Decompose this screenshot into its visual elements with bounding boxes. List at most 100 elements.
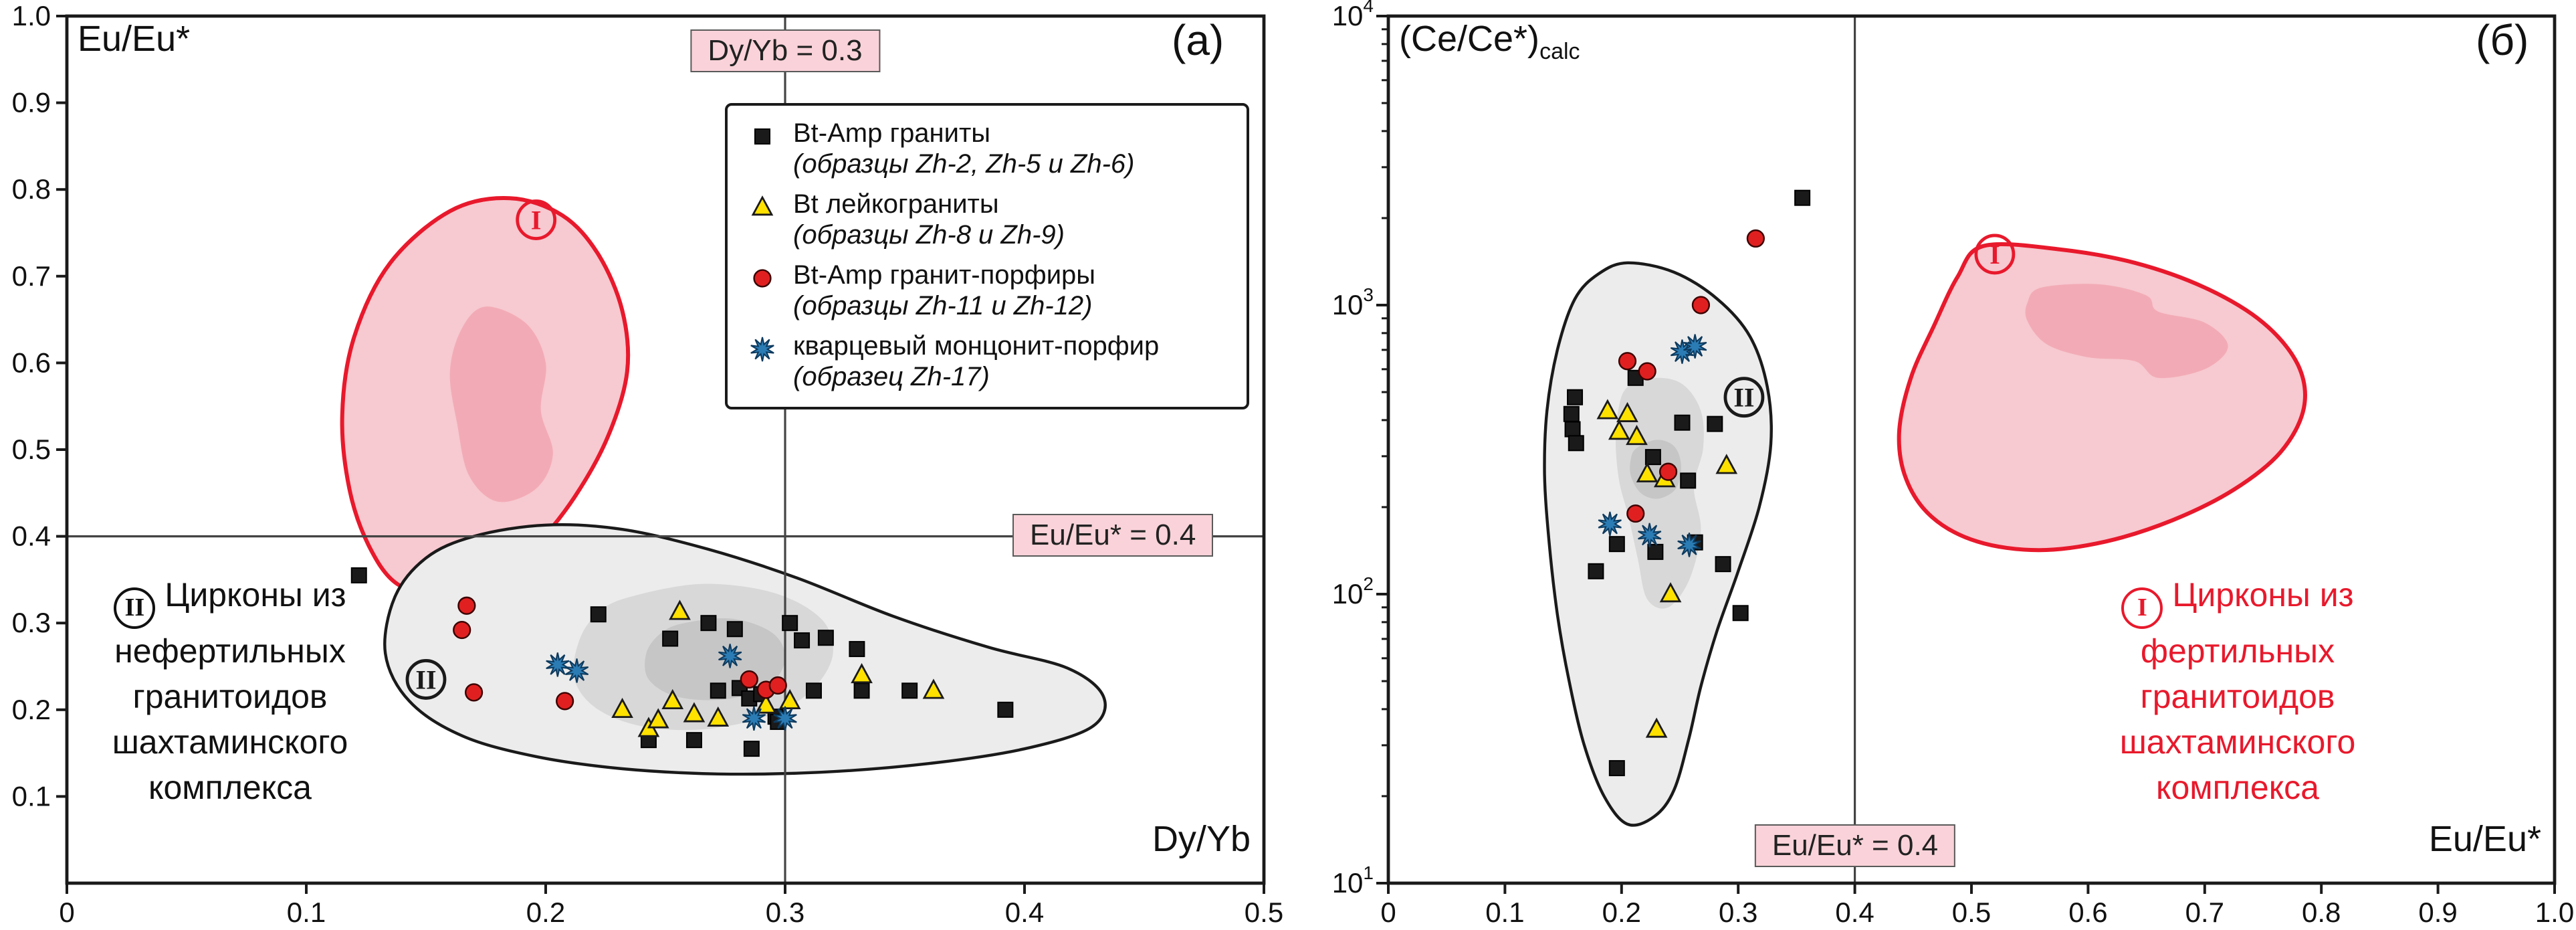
data-point-triangle <box>755 693 777 714</box>
data-point-square <box>1564 421 1581 438</box>
panel-b-y-axis-title-subscript: calc <box>1539 39 1580 64</box>
data-point-square <box>997 701 1014 718</box>
data-point-star <box>1683 334 1707 359</box>
annotation-nonfertile-zircons: II Цирконы из нефертильных гранитоидов ша… <box>29 573 431 811</box>
series-square <box>350 567 1014 757</box>
legend-marker-star-svg <box>750 337 774 362</box>
annotation-line: Цирконы из <box>2172 577 2354 614</box>
data-point-star <box>718 644 742 668</box>
y-tick-label: 0.7 <box>12 260 51 292</box>
series-circle <box>453 596 787 711</box>
data-point-star <box>773 706 797 731</box>
data-point-star <box>750 337 774 362</box>
legend-marker-square-svg <box>754 128 770 145</box>
data-point-square <box>1794 189 1811 206</box>
legend-item-label: Bt лейкограниты <box>793 190 999 219</box>
legend-marker-circle-svg <box>753 269 772 288</box>
x-tick-label: 0.5 <box>1952 897 1991 928</box>
x-tick-label: 0.2 <box>1602 897 1641 928</box>
data-point-square <box>1567 389 1584 405</box>
data-point-star <box>1638 523 1662 548</box>
data-point-circle <box>1626 504 1645 523</box>
legend-item-granite-porphyries: Bt-Amp гранит-порфиры (образцы Zh-11 и Z… <box>744 261 1230 322</box>
field-numeral-label: I <box>1990 240 2000 270</box>
panel-а: 0 0.1 0.2 0.3 0.4 0.5 0.1 0.2 0.3 0.4 0.5 0.6 0.7 0.8… <box>12 0 1284 928</box>
data-point-triangle <box>1659 582 1682 603</box>
annotation-line: комплекса <box>2156 769 2319 807</box>
data-point-square <box>1608 536 1625 553</box>
y-tick-label: 0.3 <box>12 607 51 638</box>
y-tick-label: 0.2 <box>12 694 51 725</box>
y-tick-label: 0.4 <box>12 521 51 552</box>
data-point-square <box>817 630 834 646</box>
y-tick-label: 103 <box>1332 284 1374 320</box>
panel-b-y-axis-title-main: (Ce/Ce*) <box>1399 19 1540 59</box>
data-point-circle <box>453 620 471 640</box>
x-tick-label: 0.6 <box>2068 897 2107 928</box>
field-numeral-label: II <box>415 664 436 694</box>
panel-б: 0 0.1 0.2 0.3 0.4 0.5 0.6 0.7 0.8 0.9 1.0 101 102 103… <box>1332 0 2574 928</box>
annotation-line: гранитоидов <box>132 678 328 716</box>
panel-b-letter: (б) <box>2476 16 2529 64</box>
y-tick-label: 102 <box>1332 573 1374 610</box>
y-tick-label: 0.5 <box>12 434 51 465</box>
x-tick-label: 0.3 <box>1719 897 1757 928</box>
legend-item-quartz-monzonite-porphyry: кварцевый монцонит-порфир (образец Zh-17… <box>744 332 1230 393</box>
data-point-square <box>1707 415 1723 432</box>
legend-item-sublabel: (образцы Zh-11 и Zh-12) <box>793 292 1093 321</box>
data-point-square <box>805 682 822 699</box>
x-tick-label: 0.7 <box>2185 897 2224 928</box>
panel-a-letter: (а) <box>1172 16 1224 64</box>
field-numeral-label: II <box>1733 383 1754 413</box>
field-numeral-circle <box>1723 377 1765 418</box>
y-tick-label: 101 <box>1332 862 1374 899</box>
legend-item-sublabel: (образцы Zh-2, Zh-5 и Zh-6) <box>793 150 1135 179</box>
x-tick-label: 0 <box>1380 897 1396 928</box>
x-tick-label: 0.9 <box>2418 897 2457 928</box>
annotation-fertile-zircons: I Цирконы из фертильных гранитоидов шахта… <box>2030 573 2445 811</box>
x-tick-label: 0.5 <box>1245 897 1283 928</box>
data-point-square <box>590 606 607 623</box>
refline-label-eueu-04-panel-a: Eu/Eu* = 0.4 <box>1012 514 1214 557</box>
data-point-circle <box>1746 229 1765 248</box>
data-point-square <box>1715 556 1731 573</box>
data-point-triangle <box>1636 462 1658 482</box>
legend-item-label: кварцевый монцонит-порфир <box>793 332 1160 361</box>
data-point-circle <box>740 670 758 689</box>
field-numeral-circle <box>405 659 447 700</box>
series-star <box>1598 334 1707 557</box>
data-point-square <box>700 615 717 632</box>
legend-item-sublabel: (образец Zh-17) <box>793 363 990 392</box>
numeral-II-circle: II <box>114 587 156 629</box>
data-point-square <box>1588 563 1604 579</box>
x-tick-label: 0.3 <box>766 897 804 928</box>
x-tick-label: 0 <box>59 897 74 928</box>
legend-marker-square-icon <box>744 120 781 153</box>
legend-item-sublabel: (образцы Zh-8 и Zh-9) <box>793 221 1065 250</box>
y-tick-label: 0.1 <box>12 780 51 812</box>
data-point-circle <box>753 269 772 288</box>
data-point-triangle <box>1616 401 1638 422</box>
legend-marker-triangle-svg <box>751 195 774 216</box>
data-point-square <box>743 741 760 757</box>
x-tick-label: 0.1 <box>1485 897 1524 928</box>
data-point-triangle <box>1626 425 1648 446</box>
data-point-circle <box>1618 352 1637 371</box>
legend-marker-triangle-icon <box>744 191 781 223</box>
y-tick-label: 0.9 <box>12 87 51 118</box>
series-star <box>546 644 797 731</box>
data-point-square <box>1563 405 1580 422</box>
data-point-square <box>1674 414 1691 431</box>
data-point-star <box>546 652 570 677</box>
data-point-square <box>853 682 870 699</box>
data-point-square <box>726 621 743 638</box>
legend-marker-circle-icon <box>744 262 781 294</box>
field-numeral-label: I <box>531 205 542 236</box>
data-point-circle <box>464 683 484 702</box>
y-tick-label: 0.6 <box>12 347 51 378</box>
field-numeral-circle <box>1974 234 2016 275</box>
data-point-triangle <box>751 195 774 216</box>
x-tick-label: 0.2 <box>526 897 565 928</box>
panel-b-y-axis-title: (Ce/Ce*)calc <box>1399 19 1580 66</box>
